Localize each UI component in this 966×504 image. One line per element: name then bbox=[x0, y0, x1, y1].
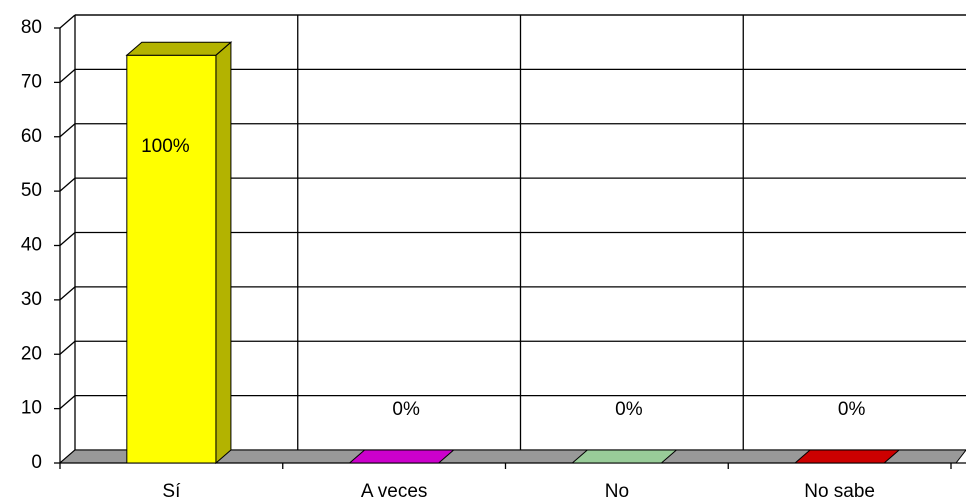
y-tick-label: 0 bbox=[31, 452, 42, 473]
y-tick-label: 20 bbox=[21, 343, 42, 364]
grid-line bbox=[59, 14, 76, 29]
bar-top bbox=[348, 449, 456, 464]
value-label: 100% bbox=[141, 136, 190, 157]
y-tick-label: 10 bbox=[21, 398, 42, 419]
value-label: 0% bbox=[838, 399, 866, 420]
bar bbox=[570, 449, 678, 464]
grid-line bbox=[59, 177, 76, 192]
grid-line bbox=[59, 340, 76, 355]
grid-line bbox=[59, 123, 76, 138]
bar bbox=[125, 41, 233, 465]
x-tick-label: Sí bbox=[162, 481, 181, 502]
grid-line bbox=[59, 286, 76, 301]
y-tick-label: 40 bbox=[21, 235, 42, 256]
x-tick-label: A veces bbox=[361, 481, 428, 502]
y-tick-label: 70 bbox=[21, 71, 42, 92]
bar bbox=[793, 449, 901, 464]
x-tick-label: No bbox=[605, 481, 629, 502]
grid-line bbox=[59, 395, 76, 410]
bar-top bbox=[570, 449, 678, 464]
grid-line bbox=[59, 232, 76, 246]
bar bbox=[348, 449, 456, 464]
x-tick-label: No sabe bbox=[804, 481, 875, 502]
bar-front bbox=[126, 54, 217, 464]
y-tick-label: 50 bbox=[21, 180, 42, 201]
grid-line bbox=[59, 68, 76, 83]
bar-top bbox=[125, 41, 233, 56]
value-label: 0% bbox=[615, 399, 643, 420]
y-tick-label: 80 bbox=[21, 17, 42, 38]
y-tick-label: 60 bbox=[21, 126, 42, 147]
bar-top bbox=[793, 449, 901, 464]
y-tick-label: 30 bbox=[21, 289, 42, 310]
value-label: 0% bbox=[392, 399, 420, 420]
bar-side bbox=[215, 41, 232, 465]
